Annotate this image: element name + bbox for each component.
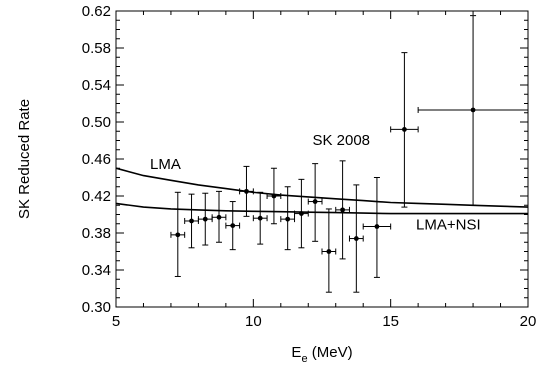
point-marker	[299, 211, 304, 216]
theory-curves	[115, 167, 529, 215]
annotations: SK 2008 LMA LMA+NSI	[150, 132, 481, 233]
annotation-label: LMA	[150, 156, 181, 173]
point-marker	[470, 107, 476, 113]
y-tick-label: 0.30	[82, 299, 111, 316]
data-point	[307, 163, 323, 242]
tick-labels: 5 10 15 20 0.30 0.34 0.38 0.42 0.46 0.50 0.54 0.58 0…	[82, 3, 537, 330]
point-marker	[312, 199, 318, 204]
y-tick-label: 0.58	[82, 40, 111, 57]
y-tick-label: 0.62	[82, 3, 111, 20]
point-marker	[244, 188, 249, 194]
data-point	[252, 191, 268, 245]
data-points	[170, 15, 529, 293]
data-point	[184, 193, 199, 249]
point-marker	[271, 193, 277, 199]
point-marker	[326, 249, 332, 254]
data-point	[239, 165, 254, 217]
point-marker	[353, 236, 359, 241]
curve-lma-nsi	[115, 202, 528, 215]
y-axis-title: SK Reduced Rate	[16, 99, 33, 219]
point-marker	[202, 216, 208, 222]
data-point	[170, 191, 186, 277]
data-point	[321, 208, 337, 293]
x-axis-title-sub: e	[301, 353, 307, 365]
data-point	[390, 52, 419, 208]
data-point	[294, 178, 309, 249]
axis-ticks	[115, 10, 529, 308]
point-marker	[402, 126, 407, 132]
annotation-label: LMA+NSI	[416, 216, 481, 233]
data-point	[211, 190, 227, 243]
data-point	[280, 186, 296, 251]
point-marker	[285, 216, 291, 222]
data-point	[197, 192, 213, 246]
point-marker	[230, 223, 236, 229]
data-point	[266, 167, 282, 225]
y-tick-label: 0.50	[82, 114, 111, 131]
data-point	[362, 177, 392, 278]
x-axis-title-unit: (MeV)	[308, 344, 353, 361]
x-tick-label: 10	[245, 313, 262, 330]
x-tick-label: 15	[382, 313, 399, 330]
point-marker	[374, 224, 380, 229]
point-marker	[175, 232, 181, 238]
point-marker	[189, 218, 194, 224]
data-point	[417, 15, 529, 206]
point-marker	[216, 214, 222, 220]
y-tick-label: 0.34	[82, 262, 111, 279]
annotation-label: SK 2008	[312, 132, 370, 149]
y-tick-label: 0.54	[82, 77, 111, 94]
point-marker	[340, 207, 345, 213]
x-tick-label: 20	[520, 313, 537, 330]
x-tick-label: 5	[112, 313, 120, 330]
data-point	[348, 184, 364, 293]
point-marker	[257, 215, 263, 221]
x-axis-title-main: E	[291, 344, 301, 361]
data-point	[335, 160, 350, 260]
y-tick-label: 0.38	[82, 225, 111, 242]
y-tick-label: 0.46	[82, 151, 111, 168]
curve-lma	[115, 167, 529, 208]
y-tick-label: 0.42	[82, 188, 111, 205]
x-axis-title: Ee (MeV)	[291, 344, 352, 365]
data-point	[225, 201, 241, 251]
